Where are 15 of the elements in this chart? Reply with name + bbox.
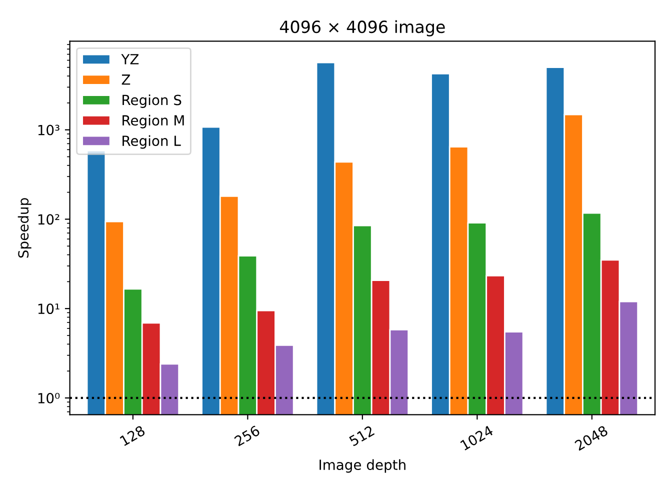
- legend-label: Region S: [122, 94, 182, 108]
- x-axis-title: Image depth: [320, 459, 406, 473]
- y-tick-label: 10⁰: [38, 392, 60, 404]
- legend-label: Region M: [122, 114, 184, 128]
- x-tick-label: 512: [348, 425, 375, 446]
- y-tick-label: 10¹: [38, 304, 60, 314]
- x-tick-label: 256: [234, 425, 260, 446]
- chart-title: 4096 × 4096 image: [280, 20, 445, 36]
- x-tick-label: 128: [120, 425, 146, 446]
- legend-label: Z: [122, 74, 130, 85]
- legend-label: YZ: [121, 54, 139, 64]
- y-axis-title: Speedup: [18, 198, 32, 258]
- y-tick-label: 10³: [38, 124, 60, 136]
- y-tick-label: 10²: [38, 214, 60, 225]
- legend-label: Region L: [122, 135, 181, 149]
